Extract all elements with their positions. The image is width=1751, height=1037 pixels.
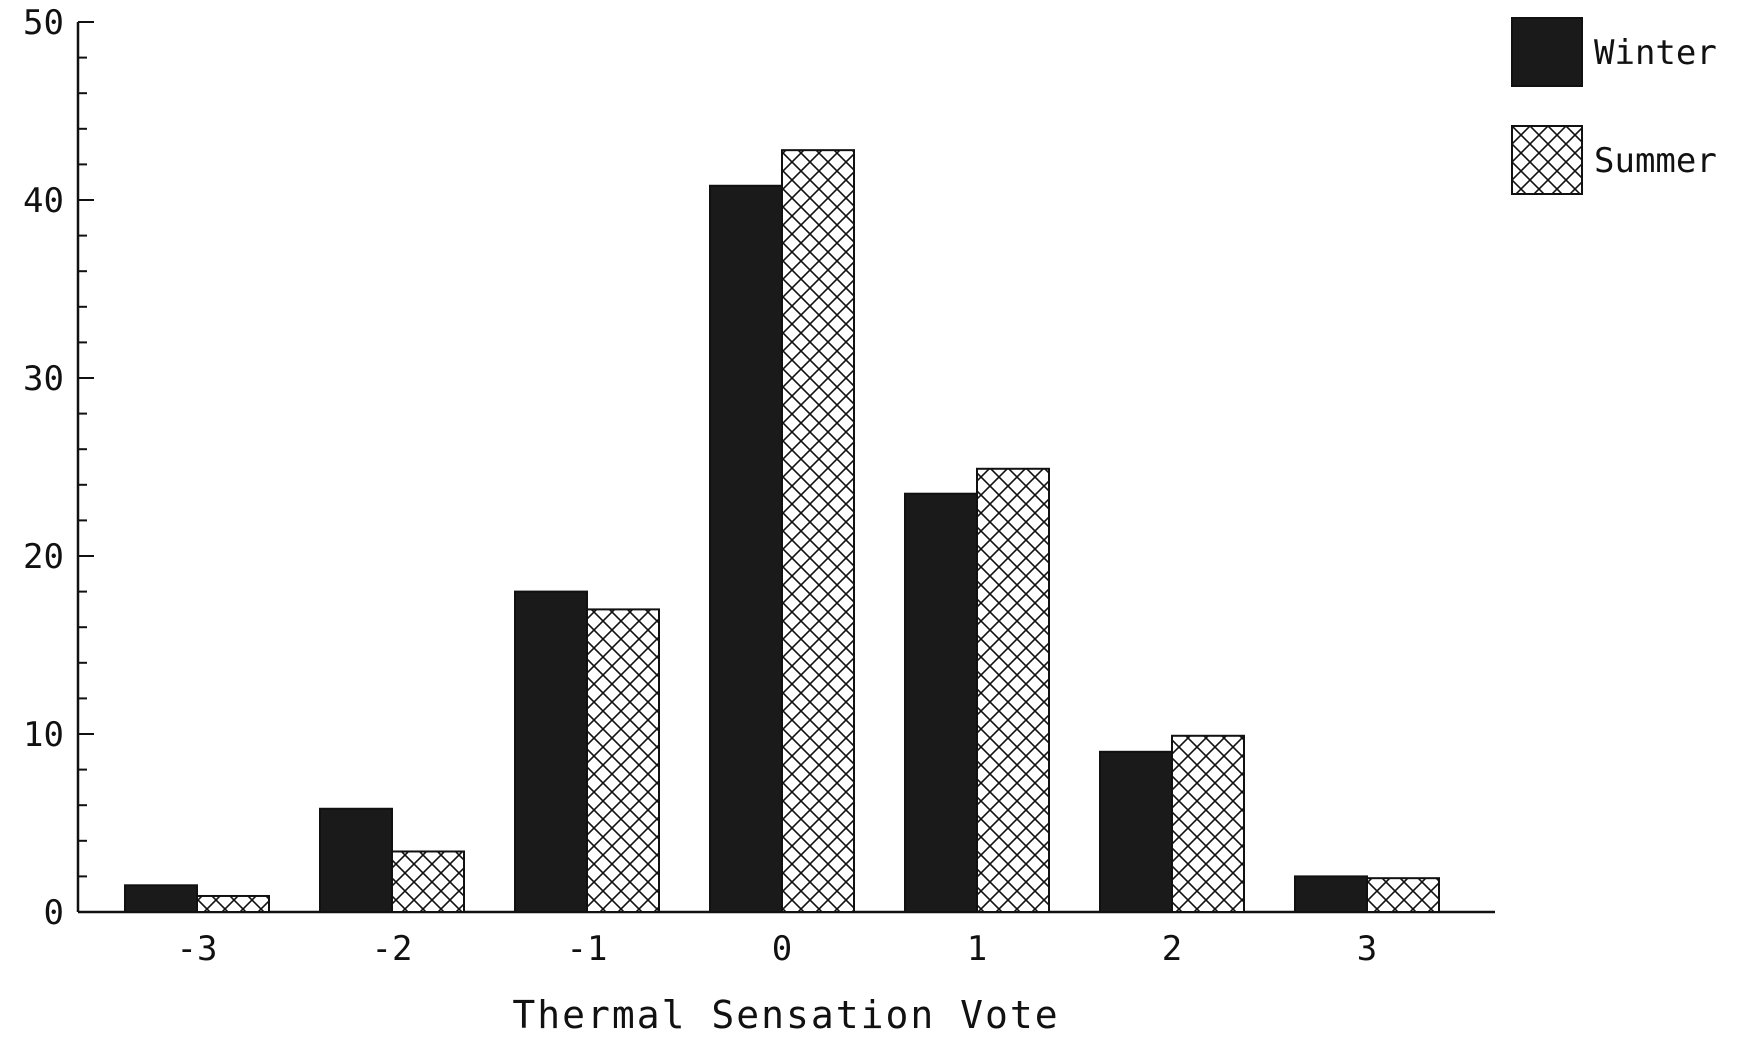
bar-summer-1 [976, 467, 1050, 913]
bar-summer--1 [586, 608, 660, 914]
x-axis-title: Thermal Sensation Vote [512, 993, 1059, 1037]
y-tick-label: 40 [23, 181, 64, 221]
legend-swatch-summer [1511, 125, 1583, 195]
x-tick-label: -3 [177, 929, 218, 969]
bar-summer-3 [1366, 877, 1440, 913]
x-tick-label: -2 [372, 929, 413, 969]
bar-winter-3 [1294, 875, 1368, 914]
legend-label-summer: Summer [1594, 141, 1717, 181]
bar-winter-1 [904, 492, 978, 913]
bars-group [124, 149, 1440, 914]
bar-summer-2 [1171, 734, 1245, 914]
bar-summer--2 [391, 850, 465, 913]
x-tick-label: 3 [1357, 929, 1377, 969]
bar-winter-2 [1099, 750, 1173, 913]
x-axis-ticks: -3 -2 -1 0 1 2 3 [177, 929, 1378, 969]
legend: Winter Summer [1511, 17, 1717, 195]
bar-winter-0 [709, 184, 783, 913]
x-tick-label: 1 [967, 929, 987, 969]
bar-winter--1 [514, 590, 588, 913]
bar-winter--2 [319, 807, 393, 914]
x-tick-label: 0 [772, 929, 792, 969]
x-tick-label: -1 [567, 929, 608, 969]
y-tick-label: 50 [23, 3, 64, 43]
y-tick-label: 10 [23, 715, 64, 755]
legend-label-winter: Winter [1594, 33, 1717, 73]
y-tick-label: 20 [23, 537, 64, 577]
bar-winter--3 [124, 884, 198, 913]
legend-swatch-winter [1511, 17, 1583, 87]
bar-summer--3 [196, 894, 270, 913]
y-tick-label: 0 [44, 893, 64, 933]
y-tick-label: 30 [23, 359, 64, 399]
y-axis-ticks: 0 10 20 30 40 50 [23, 3, 94, 933]
x-tick-label: 2 [1162, 929, 1182, 969]
bar-summer-0 [781, 149, 855, 914]
